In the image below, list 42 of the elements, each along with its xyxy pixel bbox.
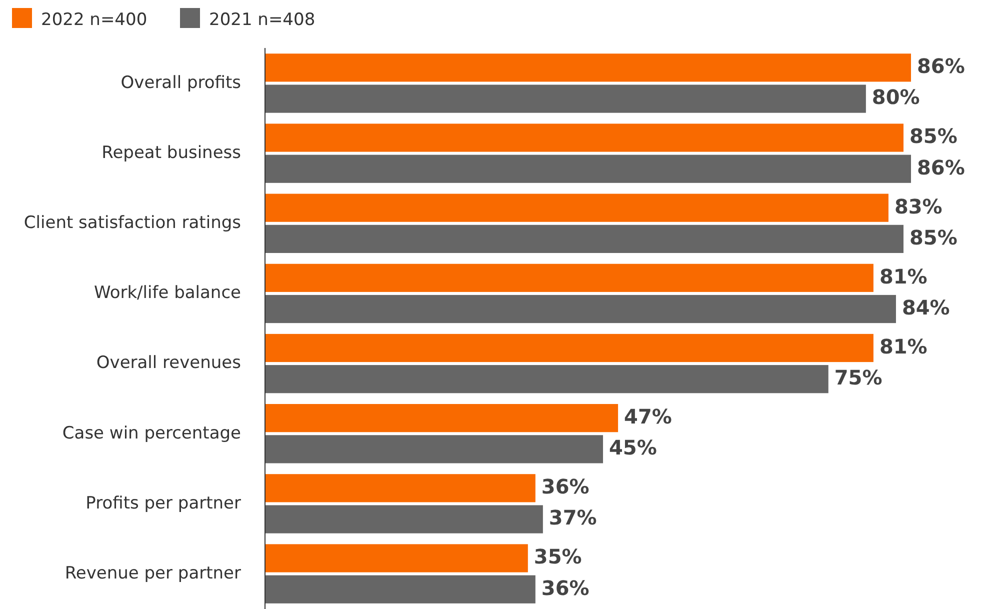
bar — [265, 294, 896, 324]
data-label: 84% — [902, 295, 950, 320]
bar — [265, 474, 536, 502]
data-label: 86% — [917, 155, 965, 180]
bar — [265, 334, 874, 362]
data-label: 45% — [609, 436, 657, 460]
bar — [265, 194, 888, 222]
data-label: 36% — [541, 474, 590, 499]
data-label: 47% — [624, 404, 672, 429]
data-label: 81% — [879, 264, 928, 288]
y-tick-label: Profits per partner — [86, 493, 241, 514]
y-tick-label: Case win percentage — [62, 423, 241, 444]
bar — [265, 264, 874, 292]
y-tick-label: Repeat business — [102, 142, 242, 163]
bar — [265, 435, 604, 464]
legend-label: 2021 n=408 — [209, 10, 316, 30]
bar — [265, 505, 543, 534]
bar — [265, 54, 911, 82]
legend-label: 2022 n=400 — [41, 10, 148, 30]
y-tick-label: Work/life balance — [94, 283, 241, 304]
bar — [265, 365, 828, 394]
y-tick-label: Overall revenues — [96, 353, 242, 374]
data-label: 83% — [894, 194, 942, 218]
bar — [265, 404, 618, 432]
data-label: 36% — [541, 576, 590, 600]
data-label: 86% — [917, 54, 965, 78]
bar — [265, 575, 536, 604]
bar — [265, 124, 904, 152]
y-tick-label: Revenue per partner — [64, 563, 242, 584]
data-label: 37% — [548, 506, 597, 530]
data-label: 80% — [872, 85, 920, 110]
data-label: 75% — [834, 366, 882, 390]
bar — [265, 154, 911, 183]
bar — [265, 84, 866, 113]
bar — [265, 224, 904, 253]
y-tick-label: Client satisfaction ratings — [24, 213, 242, 234]
data-label: 85% — [909, 225, 958, 250]
data-label: 85% — [909, 124, 958, 148]
y-tick-label: Overall profits — [120, 72, 242, 93]
data-label: 81% — [879, 334, 928, 358]
data-label: 35% — [534, 544, 582, 569]
bar — [265, 544, 528, 572]
